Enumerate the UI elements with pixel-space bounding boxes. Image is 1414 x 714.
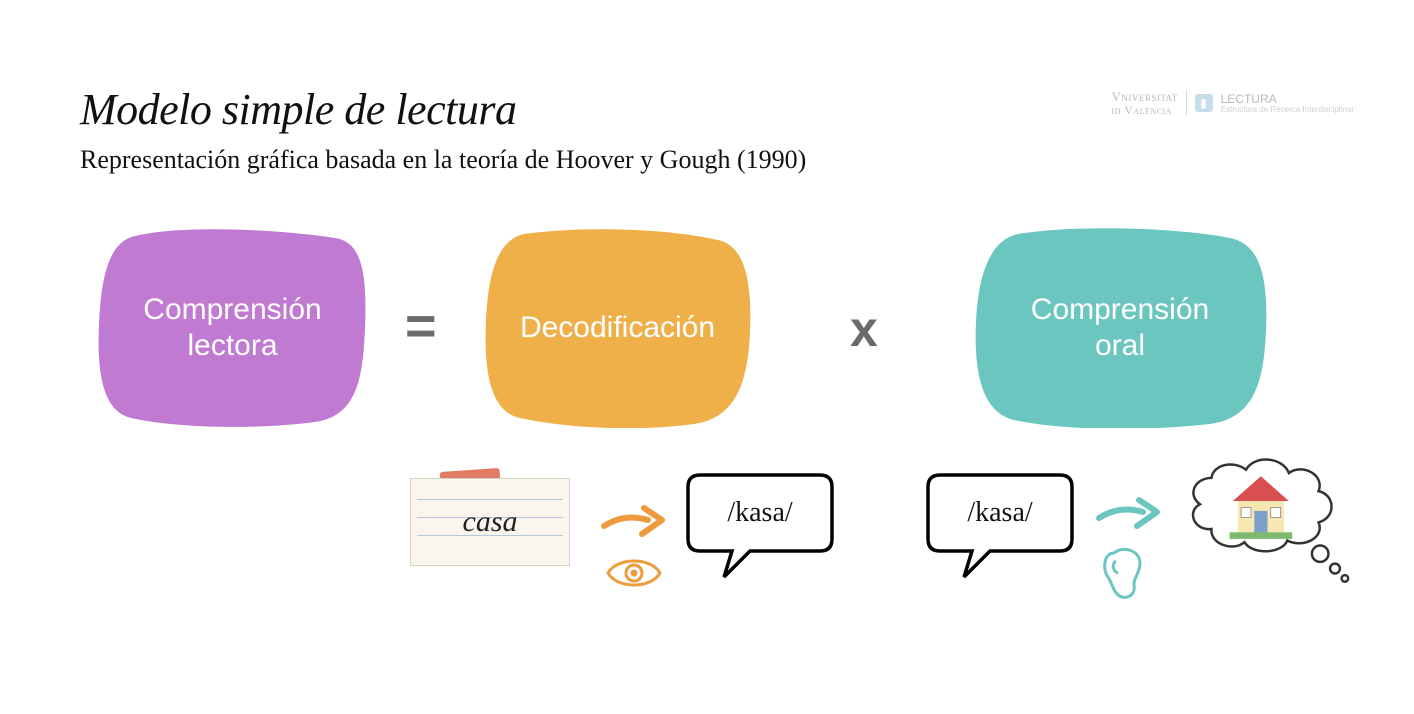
- speech-bubble-oral: /kasa/: [920, 465, 1080, 585]
- diagram-title: Modelo simple de lectura: [80, 84, 516, 135]
- university-line2: id València: [1111, 104, 1177, 117]
- blob-decoding-label: Decodificación: [520, 310, 715, 346]
- lectura-brand: LECTURA: [1221, 92, 1277, 106]
- lectura-logo: LECTURA Estructura de Recerca Interdisci…: [1221, 92, 1354, 114]
- equals-operator: =: [405, 295, 437, 357]
- note-card-casa: casa: [410, 478, 570, 566]
- blob-oral-comprehension: Comprensión oral: [970, 228, 1270, 428]
- speech-bubble-decode-text: /kasa/: [727, 497, 793, 528]
- speech-bubble-decode: /kasa/: [680, 465, 840, 585]
- eye-icon: [605, 555, 663, 591]
- blob-oral-label: Comprensión oral: [1031, 292, 1209, 364]
- lectura-badge-icon: ▮: [1195, 94, 1213, 112]
- note-paper: casa: [410, 478, 570, 566]
- ear-icon: [1100, 545, 1146, 601]
- speech-bubble-oral-text: /kasa/: [967, 497, 1033, 528]
- lectura-sub: Estructura de Recerca Interdisciplinar: [1221, 106, 1354, 114]
- blob-decoding: Decodificación: [480, 228, 755, 428]
- diagram-canvas: { "title": { "text": "Modelo simple de l…: [0, 0, 1414, 714]
- multiply-operator: x: [850, 300, 878, 358]
- thought-bubble-house: [1170, 445, 1360, 585]
- logo-block: Vniversitat id València ▮ LECTURA Estruc…: [1111, 90, 1354, 116]
- blob-reading-comprehension: Comprensión lectora: [95, 228, 370, 428]
- blob-reading-label: Comprensión lectora: [143, 292, 321, 364]
- university-logo: Vniversitat id València: [1111, 90, 1177, 116]
- university-line1: Vniversitat: [1111, 90, 1177, 104]
- decode-arrow-icon: [600, 498, 670, 546]
- note-text: casa: [463, 505, 518, 539]
- oral-arrow-icon: [1095, 490, 1165, 538]
- diagram-subtitle: Representación gráfica basada en la teor…: [80, 145, 806, 175]
